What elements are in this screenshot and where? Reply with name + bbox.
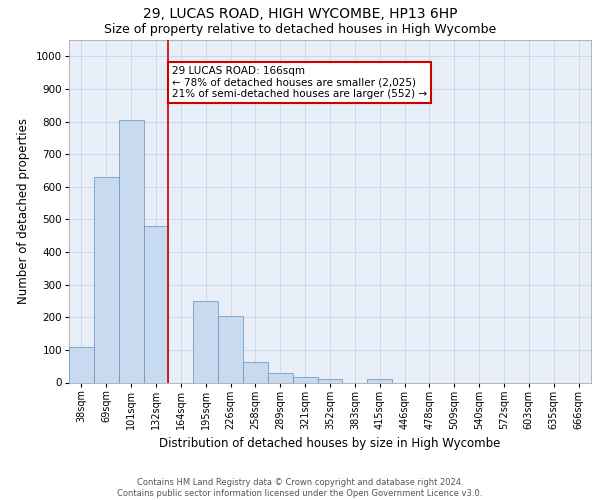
Bar xyxy=(268,374,293,382)
Bar xyxy=(94,177,119,382)
Bar xyxy=(193,301,218,382)
Bar xyxy=(367,379,392,382)
Bar xyxy=(69,346,94,382)
X-axis label: Distribution of detached houses by size in High Wycombe: Distribution of detached houses by size … xyxy=(160,438,500,450)
Text: Size of property relative to detached houses in High Wycombe: Size of property relative to detached ho… xyxy=(104,22,496,36)
Text: 29, LUCAS ROAD, HIGH WYCOMBE, HP13 6HP: 29, LUCAS ROAD, HIGH WYCOMBE, HP13 6HP xyxy=(143,8,457,22)
Bar xyxy=(317,379,343,382)
Text: 29 LUCAS ROAD: 166sqm
← 78% of detached houses are smaller (2,025)
21% of semi-d: 29 LUCAS ROAD: 166sqm ← 78% of detached … xyxy=(172,66,427,100)
Text: Contains HM Land Registry data © Crown copyright and database right 2024.
Contai: Contains HM Land Registry data © Crown c… xyxy=(118,478,482,498)
Bar xyxy=(243,362,268,382)
Y-axis label: Number of detached properties: Number of detached properties xyxy=(17,118,31,304)
Bar xyxy=(218,316,243,382)
Bar xyxy=(143,226,169,382)
Bar xyxy=(119,120,143,382)
Bar xyxy=(293,376,317,382)
